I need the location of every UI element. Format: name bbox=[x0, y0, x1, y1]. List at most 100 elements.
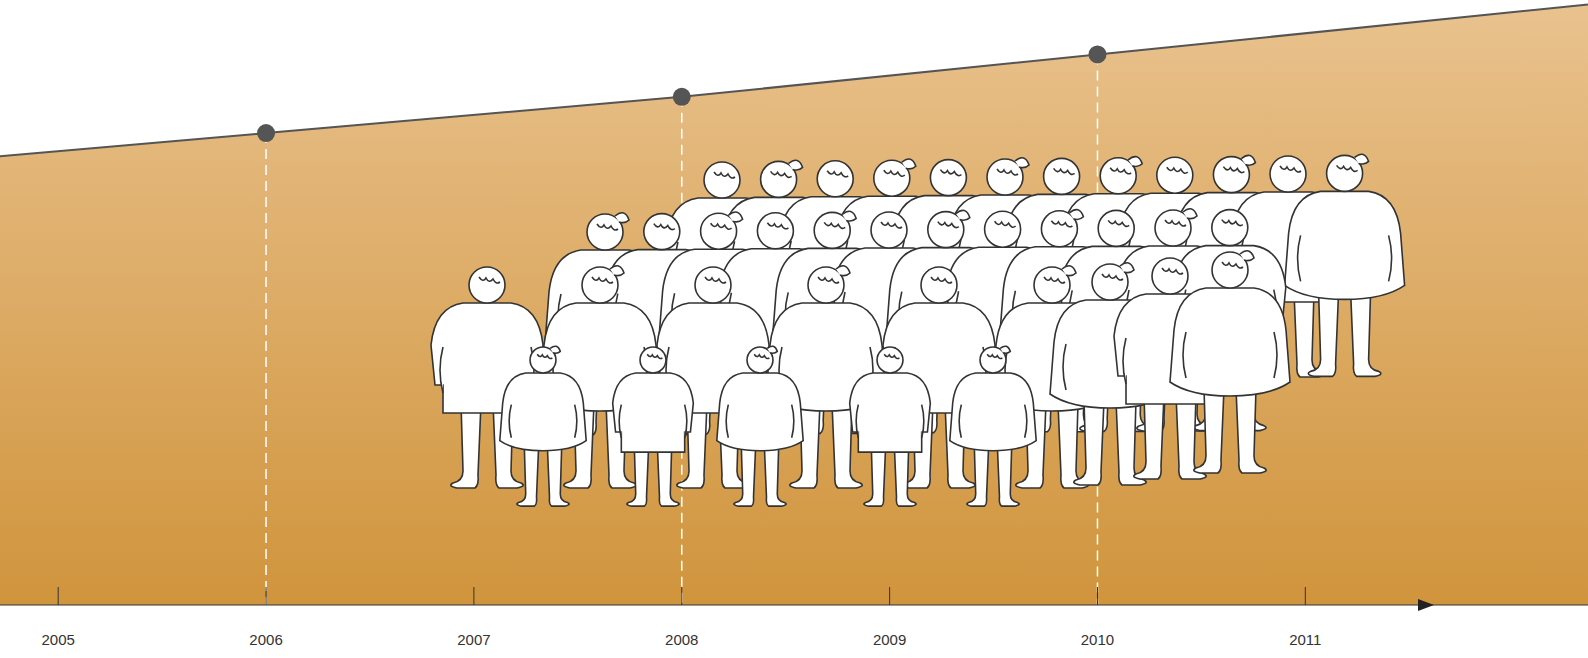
arm bbox=[1389, 235, 1392, 281]
person bbox=[850, 347, 931, 506]
bun bbox=[956, 210, 970, 220]
hair bbox=[714, 172, 735, 178]
chart: 2005200620072008200920102011 bbox=[0, 0, 1588, 658]
data-point bbox=[257, 124, 275, 142]
crowd-illustration bbox=[431, 154, 1405, 506]
x-tick bbox=[681, 587, 682, 605]
head bbox=[704, 162, 740, 198]
leg bbox=[1351, 291, 1381, 376]
head bbox=[640, 347, 666, 373]
hair bbox=[997, 169, 1018, 175]
hair bbox=[1102, 274, 1123, 280]
line-extension bbox=[1097, 4, 1588, 54]
hair bbox=[1110, 168, 1131, 174]
hair bbox=[995, 221, 1016, 227]
body bbox=[950, 373, 1036, 451]
head bbox=[921, 267, 957, 303]
person bbox=[1170, 251, 1290, 473]
x-tick-label: 2009 bbox=[873, 631, 906, 648]
hair bbox=[1280, 166, 1301, 172]
person bbox=[950, 346, 1036, 506]
hair bbox=[1222, 220, 1243, 226]
leg bbox=[1236, 388, 1266, 473]
leg bbox=[627, 445, 649, 506]
leg bbox=[1194, 388, 1224, 473]
head bbox=[757, 213, 793, 249]
bun bbox=[836, 266, 850, 276]
hair bbox=[1044, 277, 1065, 283]
hair bbox=[884, 170, 905, 176]
head bbox=[644, 214, 680, 250]
head bbox=[1157, 157, 1193, 193]
x-tick-label: 2010 bbox=[1081, 631, 1114, 648]
arm bbox=[1025, 405, 1027, 438]
head bbox=[985, 211, 1021, 247]
leg bbox=[1308, 291, 1338, 376]
bun bbox=[610, 266, 624, 276]
arm bbox=[792, 405, 794, 438]
x-tick bbox=[58, 587, 59, 605]
head bbox=[695, 267, 731, 303]
bun bbox=[1120, 263, 1134, 273]
hair bbox=[479, 277, 500, 283]
x-tick bbox=[1305, 587, 1306, 605]
x-tick bbox=[473, 587, 474, 605]
arm bbox=[1183, 332, 1186, 378]
leg bbox=[451, 403, 481, 488]
bun bbox=[615, 213, 629, 223]
bun bbox=[767, 346, 777, 353]
hair bbox=[771, 171, 792, 177]
hair bbox=[1054, 168, 1075, 174]
head bbox=[1098, 210, 1134, 246]
arm bbox=[1063, 344, 1066, 390]
bun bbox=[550, 346, 560, 353]
hair bbox=[1223, 167, 1244, 173]
hair bbox=[647, 354, 662, 358]
head bbox=[877, 347, 903, 373]
body bbox=[500, 373, 586, 451]
arm bbox=[856, 405, 858, 438]
arm bbox=[440, 347, 443, 393]
hair bbox=[987, 354, 1002, 358]
arm bbox=[1298, 235, 1301, 281]
leg bbox=[764, 445, 786, 506]
bun bbox=[1183, 209, 1197, 219]
leg bbox=[967, 445, 989, 506]
leg bbox=[997, 445, 1019, 506]
arm bbox=[1123, 338, 1126, 384]
bun bbox=[1128, 157, 1142, 167]
hair bbox=[1162, 268, 1183, 274]
hair bbox=[597, 224, 618, 230]
leg bbox=[547, 445, 569, 506]
axis-arrow bbox=[1418, 599, 1434, 611]
person bbox=[500, 346, 586, 506]
x-tick bbox=[1097, 587, 1098, 605]
hair bbox=[654, 224, 675, 230]
head bbox=[1212, 210, 1248, 246]
hair bbox=[827, 171, 848, 177]
hair bbox=[1051, 221, 1072, 227]
bun bbox=[902, 159, 916, 169]
data-point bbox=[1088, 45, 1106, 63]
hair bbox=[705, 277, 726, 283]
chart-root: 2005200620072008200920102011 bbox=[0, 0, 1588, 658]
head bbox=[930, 160, 966, 196]
data-point bbox=[673, 88, 691, 106]
head bbox=[871, 212, 907, 248]
person bbox=[1285, 154, 1405, 376]
arm bbox=[922, 405, 924, 438]
x-tick-label: 2008 bbox=[665, 631, 698, 648]
person bbox=[613, 347, 694, 506]
data-line bbox=[266, 54, 1097, 133]
x-tick bbox=[266, 587, 267, 605]
x-tick-label: 2006 bbox=[249, 631, 282, 648]
bun bbox=[789, 160, 803, 170]
hair bbox=[537, 354, 552, 358]
body bbox=[717, 373, 803, 451]
arm bbox=[575, 405, 577, 438]
head bbox=[1270, 156, 1306, 192]
hair bbox=[881, 222, 902, 228]
bun bbox=[1355, 154, 1369, 164]
bun bbox=[1000, 346, 1010, 353]
hair bbox=[1222, 262, 1243, 268]
